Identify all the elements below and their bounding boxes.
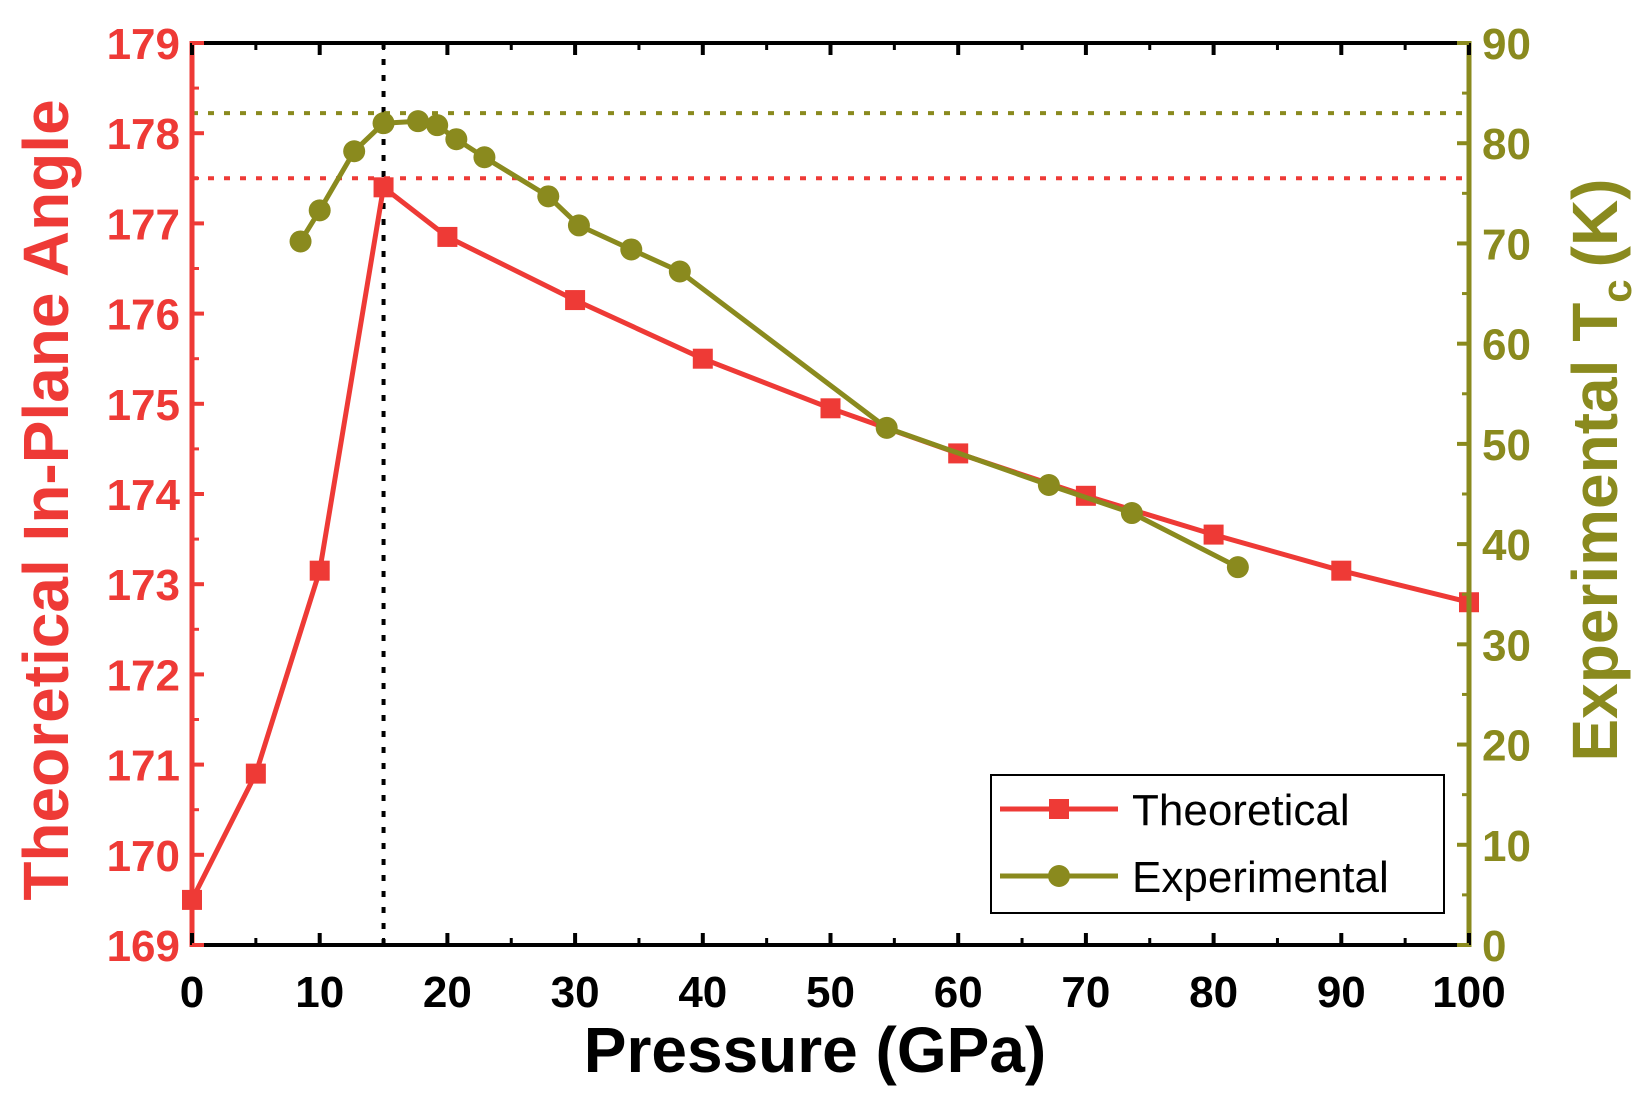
data-point-experimental [372,112,395,135]
y-right-tick-label: 40 [1482,521,1531,570]
data-point-experimental [426,114,449,137]
data-point-theoretical [309,560,330,581]
reference-lines [192,43,1469,945]
data-point-experimental [343,140,366,163]
y-right-title-unit: (K) [1559,178,1631,267]
data-point-theoretical [245,763,266,784]
y-right-tick-labels: 0 10 20 30 40 50 60 70 80 90 [1482,20,1531,971]
data-point-experimental [1120,502,1143,525]
y-right-tick-label: 0 [1482,922,1506,971]
data-point-experimental [567,214,590,237]
x-tick-label: 20 [423,968,472,1017]
x-tick-labels: 0 10 20 30 40 50 60 70 80 90 100 [180,968,1506,1017]
y-left-tick-label: 169 [107,922,180,971]
series-line-experimental [298,118,1240,570]
data-point-experimental [289,230,312,253]
data-point-experimental [620,238,643,261]
y-right-tick-label: 90 [1482,20,1531,69]
y-right-title-sub: c [1593,279,1640,302]
y-left-tick-label: 173 [107,561,180,610]
x-tick-label: 40 [678,968,727,1017]
y-right-tick-label: 60 [1482,321,1531,370]
data-point-experimental [875,416,898,439]
y-left-tick-label: 176 [107,291,180,340]
legend-theoretical-label: Theoretical [1132,786,1350,835]
data-point-theoretical [692,348,713,369]
legend-theoretical-marker [1049,799,1069,819]
series-layer [182,110,1479,910]
data-point-experimental [537,185,560,208]
data-point-theoretical [437,226,458,247]
data-point-theoretical [1203,524,1224,545]
x-tick-label: 100 [1432,968,1505,1017]
x-tick-label: 90 [1317,968,1366,1017]
x-tick-label: 30 [551,968,600,1017]
data-point-experimental [407,110,430,133]
y-left-tick-label: 174 [107,471,181,520]
y-left-tick-label: 170 [107,832,180,881]
data-point-experimental [668,260,691,283]
y-left-tick-label: 178 [107,110,180,159]
y-left-tick-label: 177 [107,200,180,249]
y-left-tick-label: 171 [107,742,180,791]
x-tick-label: 10 [295,968,344,1017]
y-right-tick-label: 80 [1482,120,1531,169]
y-left-tick-label: 179 [107,20,180,69]
data-point-theoretical [373,177,394,198]
legend-box [990,774,1445,914]
y-left-tick-label: 175 [107,381,180,430]
data-point-experimental [308,199,331,222]
data-point-theoretical [1331,560,1352,581]
y-right-tick-label: 10 [1482,822,1531,871]
legend-entry-experimental: Experimental [1000,853,1389,902]
y-right-title-main: Experimental T [1559,303,1631,762]
legend-experimental-marker [1048,865,1070,887]
legend-entry-theoretical: Theoretical [1000,786,1350,835]
data-point-experimental [1037,473,1060,496]
x-tick-label: 60 [934,968,983,1017]
y-right-tick-label: 50 [1482,421,1531,470]
data-point-experimental [1226,556,1249,579]
legend-experimental-label: Experimental [1132,853,1389,902]
x-tick-label: 50 [806,968,855,1017]
data-point-experimental [473,146,496,169]
y-right-tick-label: 30 [1482,621,1531,670]
data-point-theoretical [565,290,586,311]
y-right-tick-label: 20 [1482,722,1531,771]
y-right-axis-title: Experimental Tc (K) [1559,178,1640,761]
x-tick-label: 80 [1189,968,1238,1017]
x-tick-label: 0 [180,968,204,1017]
x-tick-label: 70 [1061,968,1110,1017]
axes-layer [189,41,1472,947]
y-left-tick-label: 172 [107,651,180,700]
data-point-experimental [445,128,468,151]
y-left-tick-labels: 169 170 171 172 173 174 175 176 177 178 179 [107,20,181,971]
data-point-theoretical [820,398,841,419]
y-right-tick-label: 70 [1482,220,1531,269]
x-axis-title: Pressure (GPa) [584,1014,1046,1086]
y-left-axis-title: Theoretical In-Plane Angle [10,99,82,900]
legend: Theoretical Experimental [990,774,1445,914]
